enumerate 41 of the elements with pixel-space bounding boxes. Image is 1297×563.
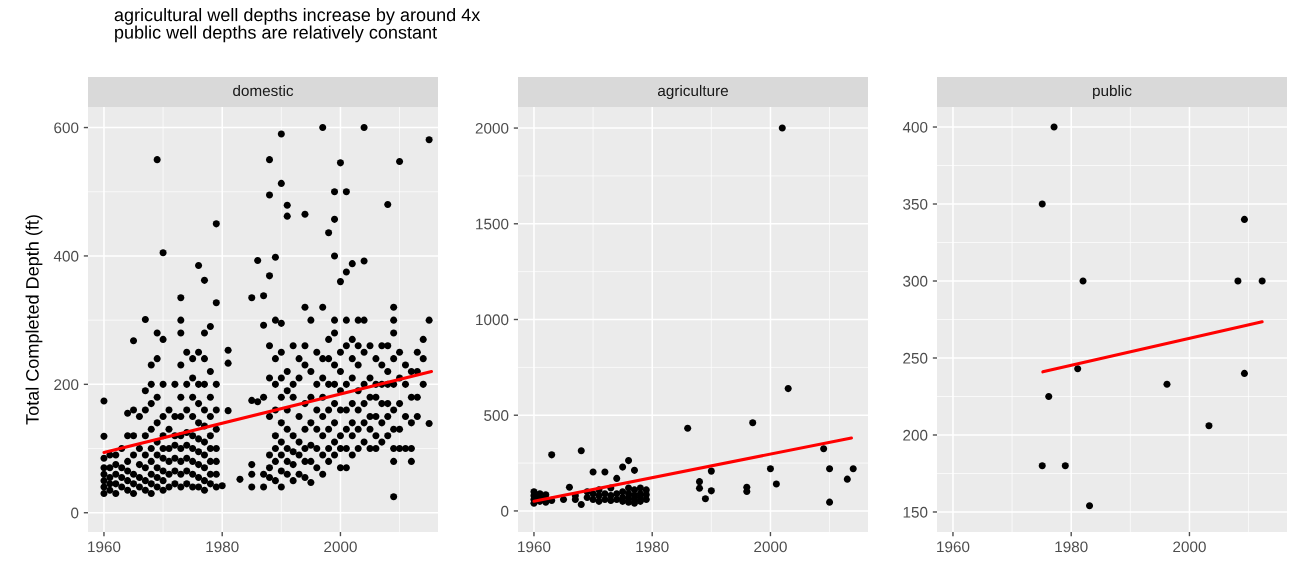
x-tick-label: 1960 [88, 541, 121, 553]
y-tick-label: 150 [903, 506, 928, 518]
x-tick-label: 1960 [937, 541, 970, 553]
point [1240, 215, 1248, 223]
point [1045, 392, 1053, 401]
y-tick-label: 400 [53, 250, 79, 262]
y-tick-label: 600 [54, 122, 79, 134]
x-tick-label: 2000 [1173, 541, 1206, 553]
y-tick-label: 350 [903, 198, 928, 210]
point [1234, 277, 1242, 285]
y-tick-label: 0 [501, 505, 509, 517]
point [1085, 502, 1094, 510]
y-tick-label: 1500 [476, 218, 509, 230]
point [1205, 422, 1213, 430]
chart-title: agriculture [657, 84, 728, 100]
y-tick-label: 200 [54, 379, 79, 391]
y-tick-label: 2000 [475, 122, 509, 134]
x-tick-label: 2000 [754, 541, 787, 553]
y-tick-label: 1000 [476, 314, 509, 326]
chart-title: public [1093, 84, 1132, 100]
y-tick-label: 200 [903, 429, 928, 441]
x-tick-label: 1980 [1055, 541, 1088, 553]
y-tick-label: 500 [484, 410, 509, 421]
x-tick-label: 1960 [518, 541, 551, 553]
x-tick-label: 2000 [324, 541, 357, 553]
point [1240, 369, 1248, 377]
x-tick-label: 1980 [636, 541, 669, 553]
chart-title: domestic [233, 84, 294, 97]
y-tick-label: 250 [903, 352, 928, 364]
point [1258, 277, 1266, 285]
point [1061, 462, 1069, 470]
y-tick-label: 400 [902, 121, 928, 133]
y-axis-title: Total Completed Depth (ft) [25, 215, 43, 425]
point [1038, 462, 1046, 470]
y-tick-label: 0 [71, 507, 79, 519]
point [1074, 365, 1082, 373]
point [1038, 200, 1046, 208]
point [1163, 380, 1171, 388]
chart-subtitle: agricultural well depths increase by around 4x public well depths are relatively constant [114, 8, 481, 43]
x-tick-label: 1980 [206, 541, 239, 553]
y-tick-label: 300 [903, 275, 928, 287]
